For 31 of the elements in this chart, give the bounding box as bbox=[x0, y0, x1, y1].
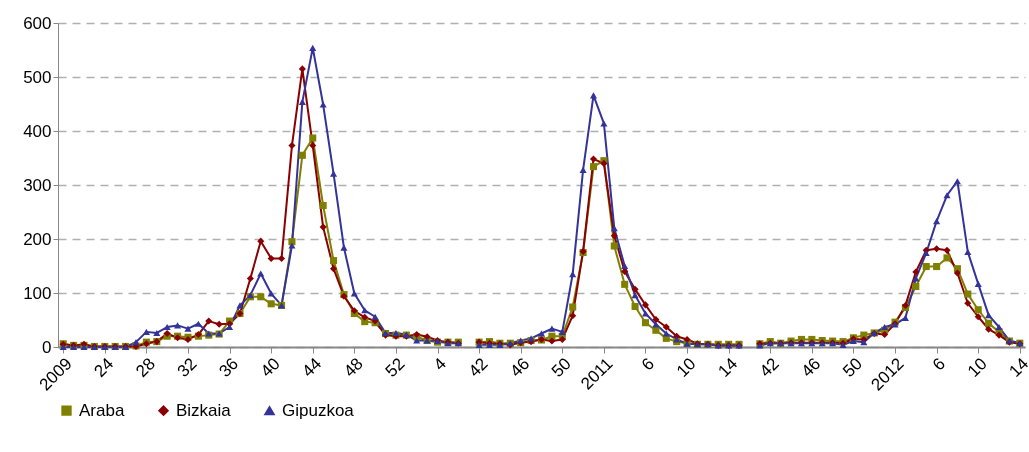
x-tick-label: 28 bbox=[132, 354, 159, 381]
x-tick-label: 10 bbox=[672, 354, 700, 381]
x-tick-label: 40 bbox=[256, 354, 284, 381]
x-tick-label: 10 bbox=[963, 354, 991, 381]
x-tick-label: 24 bbox=[90, 354, 118, 381]
x-tick-label: 46 bbox=[797, 354, 825, 381]
x-tick-label: 44 bbox=[298, 354, 326, 381]
x-tick-label: 36 bbox=[215, 354, 243, 381]
legend-label: Gipuzkoa bbox=[282, 400, 355, 420]
legend-label: Bizkaia bbox=[176, 400, 232, 420]
y-tick-label: 200 bbox=[23, 229, 52, 249]
x-tick-label: 50 bbox=[839, 354, 866, 381]
x-tick-label: 42 bbox=[464, 354, 492, 381]
y-tick-label: 600 bbox=[23, 13, 52, 33]
x-tick-label: 6 bbox=[929, 354, 950, 375]
x-tick-label: 14 bbox=[1005, 354, 1029, 381]
y-tick-label: 400 bbox=[23, 121, 52, 141]
y-tick-label: 100 bbox=[23, 283, 52, 303]
x-tick-label: 46 bbox=[506, 354, 534, 381]
x-tick-label: 42 bbox=[755, 354, 783, 381]
x-tick-label: 32 bbox=[173, 354, 201, 381]
x-tick-label: 6 bbox=[637, 354, 658, 375]
x-tick-label: 4 bbox=[429, 354, 451, 375]
y-tick-label: 300 bbox=[23, 175, 52, 195]
x-tick-label: 48 bbox=[340, 354, 367, 381]
x-tick-label: 50 bbox=[548, 354, 575, 381]
y-tick-label: 500 bbox=[23, 67, 52, 87]
x-tick-label: 14 bbox=[714, 354, 742, 381]
legend-label: Araba bbox=[79, 400, 125, 420]
x-tick-label: 52 bbox=[381, 354, 409, 381]
y-tick-label: 0 bbox=[42, 337, 52, 357]
